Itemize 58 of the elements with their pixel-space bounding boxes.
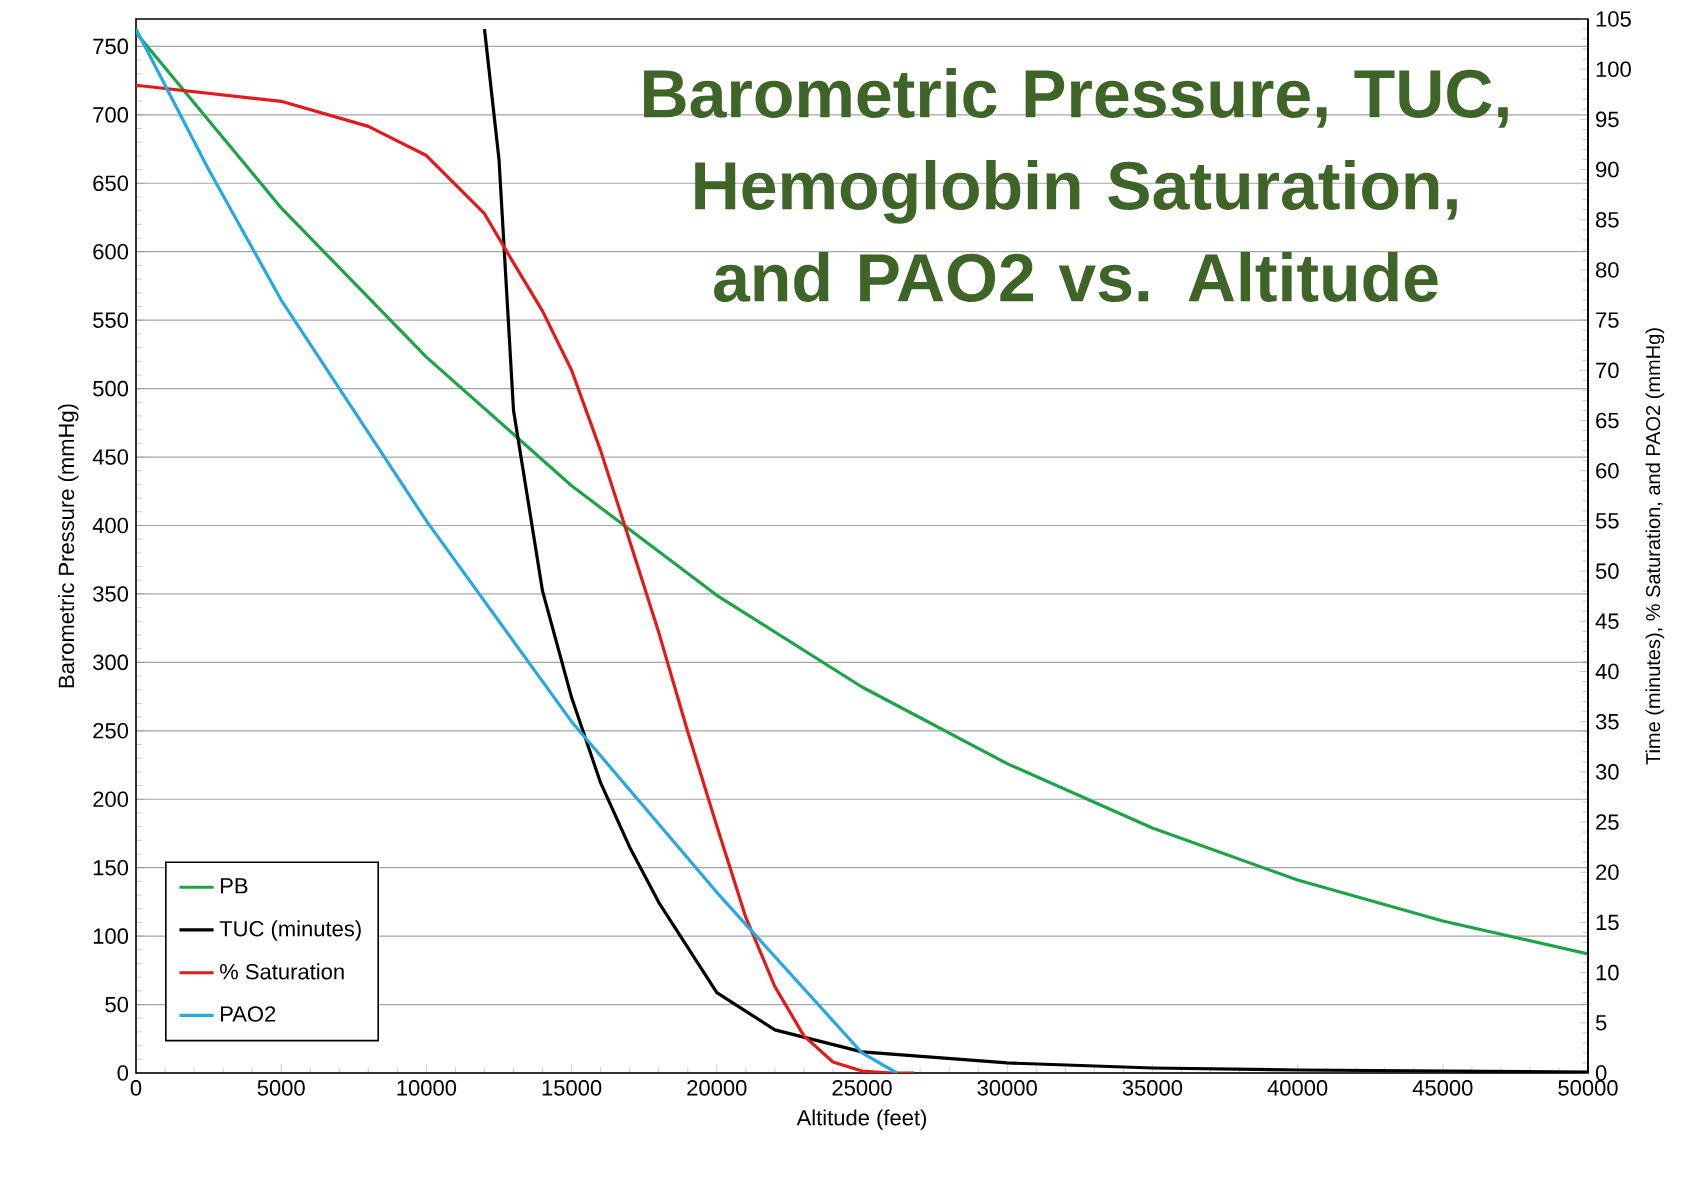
x-tick-label: 45000 [1412,1080,1473,1096]
y2-tick-label: 50 [1595,563,1619,579]
y-tick-label: 700 [93,107,129,123]
y-tick-label: 750 [93,38,129,55]
x-tick-label: 5000 [257,1080,305,1096]
legend-label: TUC (minutes) [219,920,361,941]
y2-tick-label: 60 [1596,462,1619,479]
x-tick-label: 20000 [687,1080,747,1096]
text: Barometric Pressure, TUC, Hemoglobin Saturation, and PAO2 vs. Altitude [644,68,1508,302]
y-tick-label: 250 [93,723,129,739]
y2-tick-label: 80 [1596,262,1619,278]
x-tick-label: 0 [130,1080,142,1096]
y-tick-label: 500 [93,380,129,397]
y2-tick-label: 40 [1595,663,1619,680]
y2-tick-label: 75 [1596,312,1619,328]
y2-tick-label: 55 [1595,513,1619,529]
x-axis-title: Altitude (feet) [796,1109,927,1130]
y-tick-label: 650 [93,175,129,192]
y-tick-label: 0 [117,1065,129,1081]
y-axis-title: Barometric Pressure (mmHg) [58,404,79,688]
y2-tick-label: 105 [1596,11,1631,27]
y-tick-label: 100 [93,928,129,944]
y-tick-label: 350 [93,586,129,602]
line-series [136,31,1588,956]
x-tick-label: 10000 [397,1080,457,1096]
y2-tick-label: 5 [1595,1015,1607,1031]
y2-tick-label: 70 [1596,362,1619,379]
x-tick-label: 40000 [1267,1080,1328,1096]
y2-tick-label: 15 [1596,914,1619,931]
y-tick-label: 450 [92,449,129,465]
y-tick-label: 550 [93,312,129,328]
y2-tick-label: 20 [1596,864,1619,881]
y2-tick-label: 65 [1596,412,1619,429]
x-tick-label: 30000 [977,1080,1037,1096]
y2-tick-label: 25 [1596,814,1619,830]
y-tick-label: 600 [93,243,129,260]
legend-label: PAO2 [221,1006,276,1022]
y2-tick-label: 0 [1595,1065,1607,1081]
x-tick-label: 15000 [542,1080,602,1096]
y2-tick-label: 45 [1595,613,1619,629]
y2-tick-label: 90 [1596,161,1619,178]
y-tick-label: 150 [93,859,129,876]
y-tick-label: 50 [105,996,129,1013]
y2-tick-label: 35 [1595,713,1619,730]
legend-label: % Saturation [219,963,344,980]
y-tick-label: 400 [92,517,129,534]
y2-tick-label: 100 [1596,61,1631,77]
y-tick-label: 200 [93,791,129,808]
legend-label: PB [221,878,248,894]
x-tick-label: 25000 [832,1080,892,1096]
y-tick-label: 300 [93,654,129,671]
y2-tick-label: 10 [1596,964,1619,981]
y2-tick-label: 95 [1596,111,1619,128]
y2-tick-label: 30 [1595,764,1619,780]
y2-axis-title: Time (minutes), % Saturation, and PAO2 (mmHg) [1645,328,1665,765]
x-tick-label: 50000 [1558,1080,1618,1096]
x-tick-label: 35000 [1122,1080,1183,1096]
y2-tick-label: 85 [1596,211,1619,228]
